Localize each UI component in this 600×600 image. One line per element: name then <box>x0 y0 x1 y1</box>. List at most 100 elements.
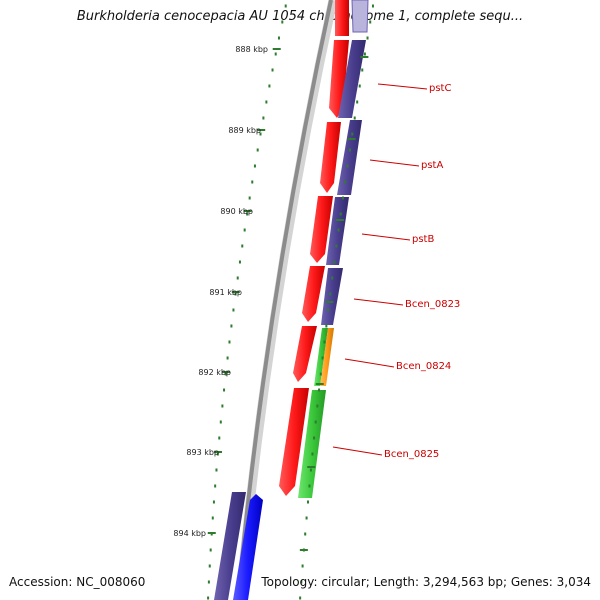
minor-tick <box>277 36 280 40</box>
axis-tick-label: 890 kbp <box>220 207 253 216</box>
minor-tick <box>351 132 354 136</box>
minor-tick <box>243 228 246 232</box>
gene-leader-line <box>361 233 411 241</box>
axis-tick-label: 894 kbp <box>173 529 206 538</box>
major-tick <box>207 532 216 534</box>
minor-tick <box>236 276 239 280</box>
cds-arrow-bcen0823-forward[interactable] <box>302 266 325 322</box>
major-tick <box>222 371 231 373</box>
minor-tick <box>262 116 265 120</box>
minor-tick <box>358 84 361 88</box>
minor-tick <box>300 580 303 584</box>
scale-ticks <box>207 4 374 600</box>
map-title: Burkholderia cenocepacia AU 1054 chromos… <box>76 9 524 24</box>
minor-tick <box>208 564 211 568</box>
minor-tick <box>344 180 347 184</box>
gene-leader-lines <box>332 83 428 456</box>
minor-tick <box>212 500 215 504</box>
cds-arrow-pstc-forward[interactable] <box>329 40 349 118</box>
minor-tick <box>327 308 330 312</box>
minor-tick <box>216 452 219 456</box>
minor-tick <box>271 68 274 72</box>
gene-label-psta[interactable]: pstA <box>421 160 443 171</box>
cds-arrow-pstb-forward[interactable] <box>310 196 333 263</box>
major-tick <box>335 219 344 221</box>
genome-backbone <box>236 0 333 600</box>
minor-tick <box>232 308 235 312</box>
gene-leader-line <box>353 298 404 306</box>
gene-label-bcen0823[interactable]: Bcen_0823 <box>405 299 460 310</box>
gene-label-pstb[interactable]: pstB <box>412 234 434 245</box>
minor-tick <box>337 228 340 232</box>
minor-tick <box>329 292 332 296</box>
gene-labels: pstC pstA pstB Bcen_0823 Bcen_0824 Bcen_… <box>384 83 460 460</box>
minor-tick <box>305 516 308 520</box>
cds-arrow-bcen0825-forward[interactable] <box>279 388 309 496</box>
major-tick <box>360 56 369 58</box>
minor-tick <box>238 260 241 264</box>
minor-tick <box>274 52 277 56</box>
minor-tick <box>221 404 224 408</box>
minor-tick <box>356 100 359 104</box>
minor-tick <box>363 52 366 56</box>
gene-label-bcen0825[interactable]: Bcen_0825 <box>384 449 439 460</box>
axis-tick-label: 892 kbp <box>198 368 231 377</box>
major-tick <box>243 210 252 212</box>
minor-tick <box>341 196 344 200</box>
axis-labels: 888 kbp 889 kbp 890 kbp 891 kbp 892 kbp … <box>173 45 268 538</box>
minor-tick <box>223 388 226 392</box>
minor-tick <box>339 212 342 216</box>
minor-tick <box>369 20 372 24</box>
minor-tick <box>207 596 210 600</box>
cds-arrow-bcen0824-forward[interactable] <box>293 326 317 382</box>
minor-tick <box>299 596 302 600</box>
minor-tick <box>281 20 284 24</box>
gene-label-bcen0824[interactable]: Bcen_0824 <box>396 361 451 372</box>
minor-tick <box>228 340 231 344</box>
minor-tick <box>256 148 259 152</box>
minor-tick <box>209 548 212 552</box>
major-tick <box>307 466 316 468</box>
cds-arrow-pstb-reverse[interactable] <box>326 197 349 265</box>
minor-tick <box>226 356 229 360</box>
gene-leader-line <box>369 159 420 167</box>
minor-tick <box>207 580 210 584</box>
minor-tick <box>309 468 312 472</box>
minor-tick <box>333 260 336 264</box>
feature-green-bcen0825[interactable] <box>298 390 326 498</box>
minor-tick <box>361 68 364 72</box>
minor-tick <box>348 148 351 152</box>
minor-tick <box>319 372 322 376</box>
minor-tick <box>251 180 254 184</box>
minor-tick <box>265 100 268 104</box>
cds-arrow-lower-blue[interactable] <box>233 494 263 600</box>
minor-tick <box>248 196 251 200</box>
cds-arrow-psta-reverse[interactable] <box>337 120 362 195</box>
minor-tick <box>316 404 319 408</box>
gene-label-pstc[interactable]: pstC <box>429 83 451 94</box>
cds-arrow-lower-reverse[interactable] <box>214 492 246 600</box>
cds-box-top-reverse[interactable] <box>351 0 369 33</box>
minor-tick <box>215 468 218 472</box>
major-tick <box>214 451 223 453</box>
minor-tick <box>306 500 309 504</box>
minor-tick <box>311 452 314 456</box>
accession-text: Accession: NC_008060 <box>9 575 146 589</box>
cds-arrow-psta-forward[interactable] <box>320 122 341 193</box>
minor-tick <box>259 132 262 136</box>
minor-tick <box>318 388 321 392</box>
feature-orange-bcen0824[interactable] <box>320 328 334 386</box>
gene-leader-line <box>332 446 383 456</box>
minor-tick <box>323 340 326 344</box>
minor-tick <box>314 420 317 424</box>
minor-tick <box>224 372 227 376</box>
cds-arrow-pstc-reverse[interactable] <box>338 40 366 118</box>
major-tick <box>347 138 356 140</box>
cds-arrow-bcen0823-reverse[interactable] <box>321 268 343 325</box>
cds-arrow-top-forward[interactable] <box>335 0 349 36</box>
axis-tick-label: 888 kbp <box>235 45 268 54</box>
minor-tick <box>211 516 214 520</box>
minor-tick <box>268 84 271 88</box>
minor-tick <box>246 212 249 216</box>
minor-tick <box>253 164 256 168</box>
